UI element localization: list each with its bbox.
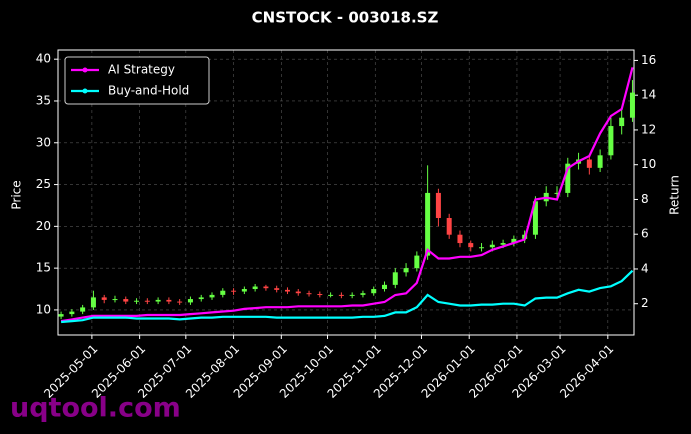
candle-body: [371, 289, 377, 294]
candle-body: [90, 297, 96, 308]
return-line: [61, 269, 634, 324]
y-tick-label: 35: [36, 93, 51, 107]
y2-tick-label: 2: [641, 296, 649, 310]
y-tick-label: 10: [36, 302, 51, 316]
y2-tick-label: 16: [641, 53, 656, 67]
candle-body: [500, 243, 506, 245]
candle-body: [532, 201, 538, 235]
candle-body: [134, 300, 140, 302]
candle-body: [511, 238, 517, 244]
watermark: uqtool.com: [10, 393, 181, 424]
y-tick-label: 25: [36, 177, 51, 191]
candle-body: [328, 294, 334, 296]
candle-body: [220, 290, 226, 295]
candle-body: [144, 300, 150, 302]
legend-marker: [82, 88, 88, 94]
y-tick-label: 15: [36, 261, 51, 275]
candle-body: [241, 289, 247, 292]
candle-body: [554, 192, 560, 194]
plot-frame: [57, 49, 635, 336]
y-tick-label: 30: [36, 135, 51, 149]
y2-tick-label: 6: [641, 227, 649, 241]
candle-body: [446, 217, 452, 235]
y2-tick-label: 8: [641, 192, 649, 206]
candle-body: [586, 159, 592, 168]
candle-body: [382, 284, 388, 290]
candle-body: [80, 307, 86, 312]
candle-body: [166, 299, 172, 302]
candle-body: [58, 314, 64, 317]
y2-tick-label: 14: [641, 88, 656, 102]
candle-body: [414, 255, 420, 269]
candle-body: [187, 299, 193, 303]
candle-body: [155, 299, 161, 302]
y-axis-label: Price: [10, 180, 24, 209]
candle-body: [252, 286, 258, 290]
candle-body: [489, 244, 495, 248]
candle-body: [349, 294, 355, 296]
candle-body: [425, 192, 431, 256]
candle-body: [565, 163, 571, 193]
candle-body: [263, 286, 269, 289]
candle-body: [317, 294, 323, 296]
candle-body: [629, 92, 635, 118]
candle-body: [608, 126, 614, 156]
candle-body: [231, 290, 237, 292]
y-tick-label: 40: [36, 52, 51, 66]
y-tick-label: 20: [36, 219, 51, 233]
candle-body: [306, 293, 312, 295]
y2-tick-label: 4: [641, 261, 649, 275]
candle-body: [284, 289, 290, 292]
candle-body: [295, 291, 301, 294]
candle-body: [479, 247, 485, 249]
candle-body: [338, 294, 344, 296]
candle-body: [101, 297, 107, 300]
legend-marker: [82, 67, 88, 73]
candle-body: [435, 192, 441, 218]
candle-body: [274, 288, 280, 290]
candle-body: [112, 299, 118, 301]
candle-body: [177, 301, 183, 303]
candle-body: [468, 243, 474, 248]
y2-axis-label: Return: [668, 175, 682, 215]
candle-body: [198, 297, 204, 300]
return-line: [60, 67, 634, 323]
candle-body: [597, 155, 603, 168]
candle-body: [619, 117, 625, 127]
chart-title: CNSTOCK - 003018.SZ: [252, 9, 439, 27]
candle-body: [69, 311, 75, 315]
legend-label: Buy-and-Hold: [108, 84, 189, 98]
candle-body: [403, 268, 409, 273]
candle-body: [209, 294, 215, 298]
candle-body: [457, 234, 463, 244]
candle-body: [123, 299, 129, 302]
candle-body: [360, 293, 366, 295]
candle-body: [392, 272, 398, 285]
y2-tick-label: 12: [641, 122, 656, 136]
legend-box: [64, 56, 210, 105]
y2-tick-label: 10: [641, 157, 656, 171]
legend-label: AI Strategy: [108, 63, 175, 77]
